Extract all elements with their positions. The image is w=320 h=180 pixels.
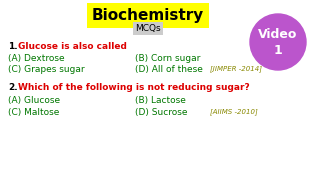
Text: 2.: 2. bbox=[8, 83, 18, 92]
Text: (C) Maltose: (C) Maltose bbox=[8, 108, 60, 117]
Text: (B) Corn sugar: (B) Corn sugar bbox=[135, 54, 200, 63]
Circle shape bbox=[250, 14, 306, 70]
Text: [AIIMS -2010]: [AIIMS -2010] bbox=[210, 108, 258, 115]
Text: Which of the following is not reducing sugar?: Which of the following is not reducing s… bbox=[18, 83, 250, 92]
Text: Biochemistry: Biochemistry bbox=[92, 8, 204, 23]
Text: (A) Dextrose: (A) Dextrose bbox=[8, 54, 65, 63]
Text: 1.: 1. bbox=[8, 42, 18, 51]
Text: (A) Glucose: (A) Glucose bbox=[8, 96, 60, 105]
Text: MCQs: MCQs bbox=[135, 24, 161, 33]
Text: Video
1: Video 1 bbox=[258, 28, 298, 57]
Text: (B) Lactose: (B) Lactose bbox=[135, 96, 186, 105]
Text: (D) Sucrose: (D) Sucrose bbox=[135, 108, 188, 117]
Text: Glucose is also called: Glucose is also called bbox=[18, 42, 127, 51]
Text: [JIMPER -2014]: [JIMPER -2014] bbox=[210, 65, 262, 72]
Text: (C) Grapes sugar: (C) Grapes sugar bbox=[8, 65, 84, 74]
Text: (D) All of these: (D) All of these bbox=[135, 65, 203, 74]
